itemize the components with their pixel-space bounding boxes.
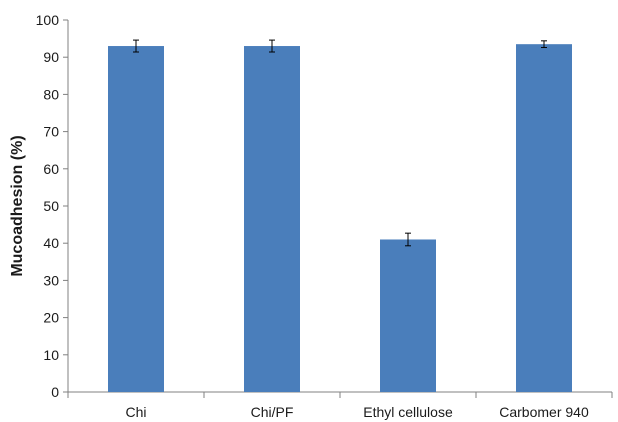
y-tick-label: 50 [43,198,59,214]
error-bars [133,39,547,247]
y-tick-label: 70 [43,124,59,140]
bar [516,44,572,393]
x-category-label: Chi/PF [251,404,294,420]
y-tick-label: 40 [43,235,59,251]
y-axis: 0 10 20 30 40 50 60 70 80 90 100 [36,12,69,400]
y-tick-label: 90 [43,49,59,65]
x-ticks: Chi Chi/PF Ethyl cellulose Carbomer 940 [67,392,613,420]
x-category-label: Carbomer 940 [499,404,589,420]
y-tick-label: 80 [43,86,59,102]
bar [244,46,300,392]
x-category-label: Chi [125,404,146,420]
y-tick-label: 100 [36,12,60,28]
y-tick-label: 20 [43,310,59,326]
y-tick-label: 0 [51,384,59,400]
bar [108,46,164,392]
bars [108,44,572,393]
x-axis: Chi Chi/PF Ethyl cellulose Carbomer 940 [67,391,613,420]
y-ticks: 0 10 20 30 40 50 60 70 80 90 100 [36,12,68,400]
bar [380,239,436,392]
y-tick-label: 10 [43,347,59,363]
y-tick-label: 30 [43,272,59,288]
y-tick-label: 60 [43,161,59,177]
x-category-label: Ethyl cellulose [363,404,453,420]
y-axis-label: Mucoadhesion (%) [9,135,26,276]
